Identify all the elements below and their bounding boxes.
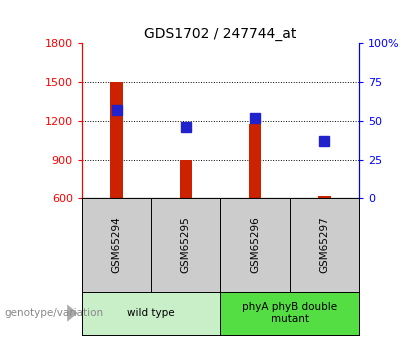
Text: GSM65295: GSM65295 <box>181 217 191 273</box>
Text: phyA phyB double
mutant: phyA phyB double mutant <box>242 302 337 324</box>
Text: GSM65294: GSM65294 <box>112 217 121 273</box>
Bar <box>110 82 123 198</box>
Bar <box>318 196 331 198</box>
Bar <box>249 124 261 198</box>
Title: GDS1702 / 247744_at: GDS1702 / 247744_at <box>144 27 297 41</box>
Text: GSM65296: GSM65296 <box>250 217 260 273</box>
Bar <box>180 159 192 198</box>
Text: GSM65297: GSM65297 <box>320 217 329 273</box>
Text: genotype/variation: genotype/variation <box>4 308 103 318</box>
Text: wild type: wild type <box>127 308 175 318</box>
Polygon shape <box>67 304 78 322</box>
